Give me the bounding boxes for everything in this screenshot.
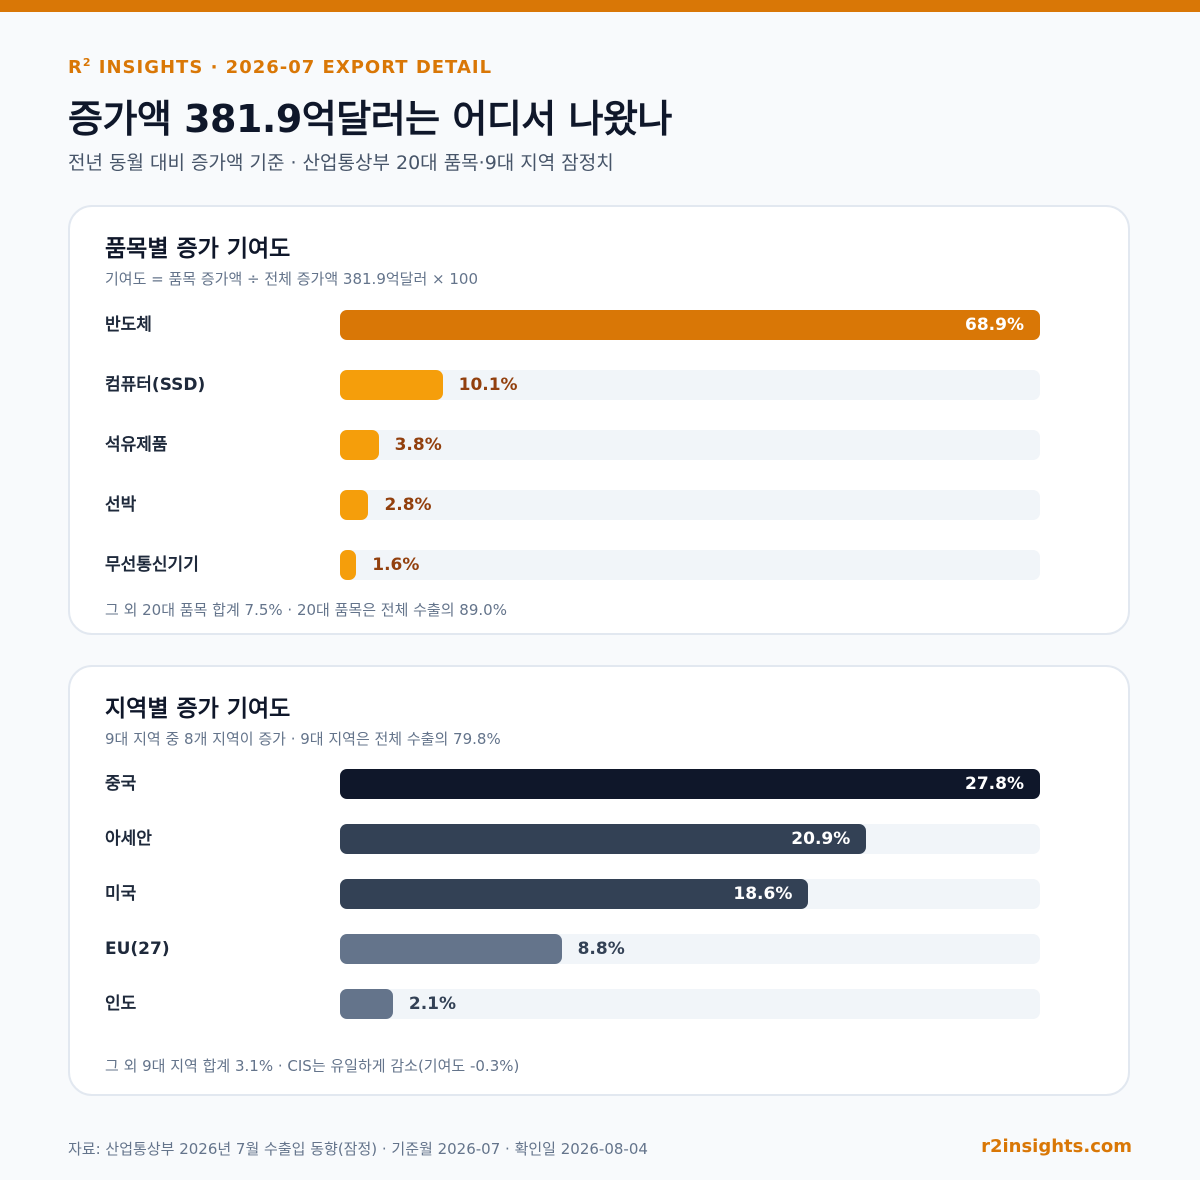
item-value-label: 2.8% [384,495,432,515]
item-row: 선박 2.8% [70,490,1128,520]
region-label: 미국 [105,884,137,904]
item-bar [340,310,1040,340]
item-chart-note: 기여도 = 품목 증가액 ÷ 전체 증가액 381.9억달러 × 100 [105,270,478,288]
region-row: EU(27) 8.8% [70,934,1128,964]
item-value-label: 68.9% [965,315,1024,335]
region-row: 중국 27.8% [70,769,1128,799]
bar-track: 68.9% [340,310,1040,340]
item-chart-footnote: 그 외 20대 품목 합계 7.5% · 20대 품목은 전체 수출의 89.0… [105,601,507,619]
item-bar [340,430,379,460]
region-row: 미국 18.6% [70,879,1128,909]
region-label: 인도 [105,994,137,1014]
region-chart-note: 9대 지역 중 8개 지역이 증가 · 9대 지역은 전체 수출의 79.8% [105,730,501,748]
item-row: 석유제품 3.8% [70,430,1128,460]
region-label: 중국 [105,774,137,794]
region-row: 인도 2.1% [70,989,1128,1019]
region-contribution-card: 지역별 증가 기여도 9대 지역 중 8개 지역이 증가 · 9대 지역은 전체… [68,665,1130,1096]
top-accent-bar [0,0,1200,12]
item-chart-title: 품목별 증가 기여도 [105,236,291,262]
bar-track: 20.9% [340,824,1040,854]
item-value-label: 3.8% [394,435,442,455]
page-subtitle: 전년 동월 대비 증가액 기준 · 산업통상부 20대 품목·9대 지역 잠정치 [68,152,614,174]
item-label: 반도체 [105,315,152,335]
item-value-label: 10.1% [458,375,518,395]
kicker-superscript: 2 [82,56,92,69]
source-note: 자료: 산업통상부 2026년 7월 수출입 동향(잠정) · 기준월 2026… [68,1140,648,1158]
region-bar [340,934,562,964]
bar-track: 3.8% [340,430,1040,460]
kicker: R2 INSIGHTS · 2026-07 EXPORT DETAIL [68,56,492,78]
region-bar [340,989,393,1019]
region-label: EU(27) [105,939,170,959]
bar-track: 1.6% [340,550,1040,580]
item-value-label: 1.6% [372,555,420,575]
item-row: 무선통신기기 1.6% [70,550,1128,580]
item-contribution-card: 품목별 증가 기여도 기여도 = 품목 증가액 ÷ 전체 증가액 381.9억달… [68,205,1130,635]
item-bar [340,370,443,400]
bar-track: 18.6% [340,879,1040,909]
bar-track: 8.8% [340,934,1040,964]
kicker-brand: R [68,57,83,78]
site-link[interactable]: r2insights.com [981,1136,1132,1157]
item-label: 선박 [105,495,137,515]
item-label: 석유제품 [105,435,168,455]
region-value-label: 27.8% [965,774,1024,794]
region-bar [340,769,1040,799]
region-chart-title: 지역별 증가 기여도 [105,696,291,722]
item-label: 컴퓨터(SSD) [105,375,206,395]
bar-track: 27.8% [340,769,1040,799]
region-value-label: 2.1% [408,994,457,1014]
region-value-label: 8.8% [577,939,625,959]
bar-track: 2.8% [340,490,1040,520]
page-title: 증가액 381.9억달러는 어디서 나왔나 [68,97,672,141]
bar-track: 10.1% [340,370,1040,400]
region-bar [340,879,809,909]
region-value-label: 18.6% [733,884,793,904]
region-bar [340,824,867,854]
item-row: 반도체 68.9% [70,310,1128,340]
kicker-text: INSIGHTS · 2026-07 EXPORT DETAIL [91,57,493,78]
region-label: 아세안 [105,829,152,849]
item-bar [340,490,369,520]
bar-track: 2.1% [340,989,1040,1019]
region-value-label: 20.9% [791,829,851,849]
item-label: 무선통신기기 [105,555,199,575]
item-bar [340,550,357,580]
region-row: 아세안 20.9% [70,824,1128,854]
item-row: 컴퓨터(SSD) 10.1% [70,370,1128,400]
region-chart-footnote: 그 외 9대 지역 합계 3.1% · CIS는 유일하게 감소(기여도 -0.… [105,1057,520,1075]
